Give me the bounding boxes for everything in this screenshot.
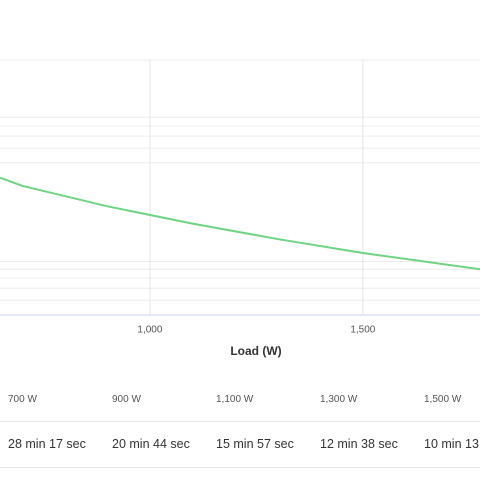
header-cell: 1,100 W [216, 394, 254, 405]
runtime-line [0, 176, 480, 271]
runtime-cell: 15 min 57 sec [216, 437, 294, 451]
runtime-cell: 10 min 13 sec [424, 437, 480, 451]
header-cell: 900 W [112, 394, 141, 405]
x-axis-label: Load (W) [230, 344, 281, 358]
header-cell: 1,300 W [320, 394, 358, 405]
table-row: 28 min 17 sec 20 min 44 sec 15 min 57 sec 1… [0, 422, 480, 468]
x-tick-label: 1,500 [350, 325, 375, 336]
x-tick-label: 1,000 [137, 325, 162, 336]
table-header: 700 W 900 W 1,100 W 1,300 W 1,500 W [0, 378, 480, 422]
runtime-cell: 20 min 44 sec [112, 437, 190, 451]
runtime-table: 700 W 900 W 1,100 W 1,300 W 1,500 W 28 min 1… [0, 378, 480, 468]
runtime-cell: 12 min 38 sec [320, 437, 398, 451]
header-cell: 1,500 W [424, 394, 462, 405]
chart: Load (W) 1,000 1,500 [0, 59, 480, 358]
header-cell: 700 W [8, 394, 37, 405]
runtime-cell: 28 min 17 sec [8, 437, 86, 451]
